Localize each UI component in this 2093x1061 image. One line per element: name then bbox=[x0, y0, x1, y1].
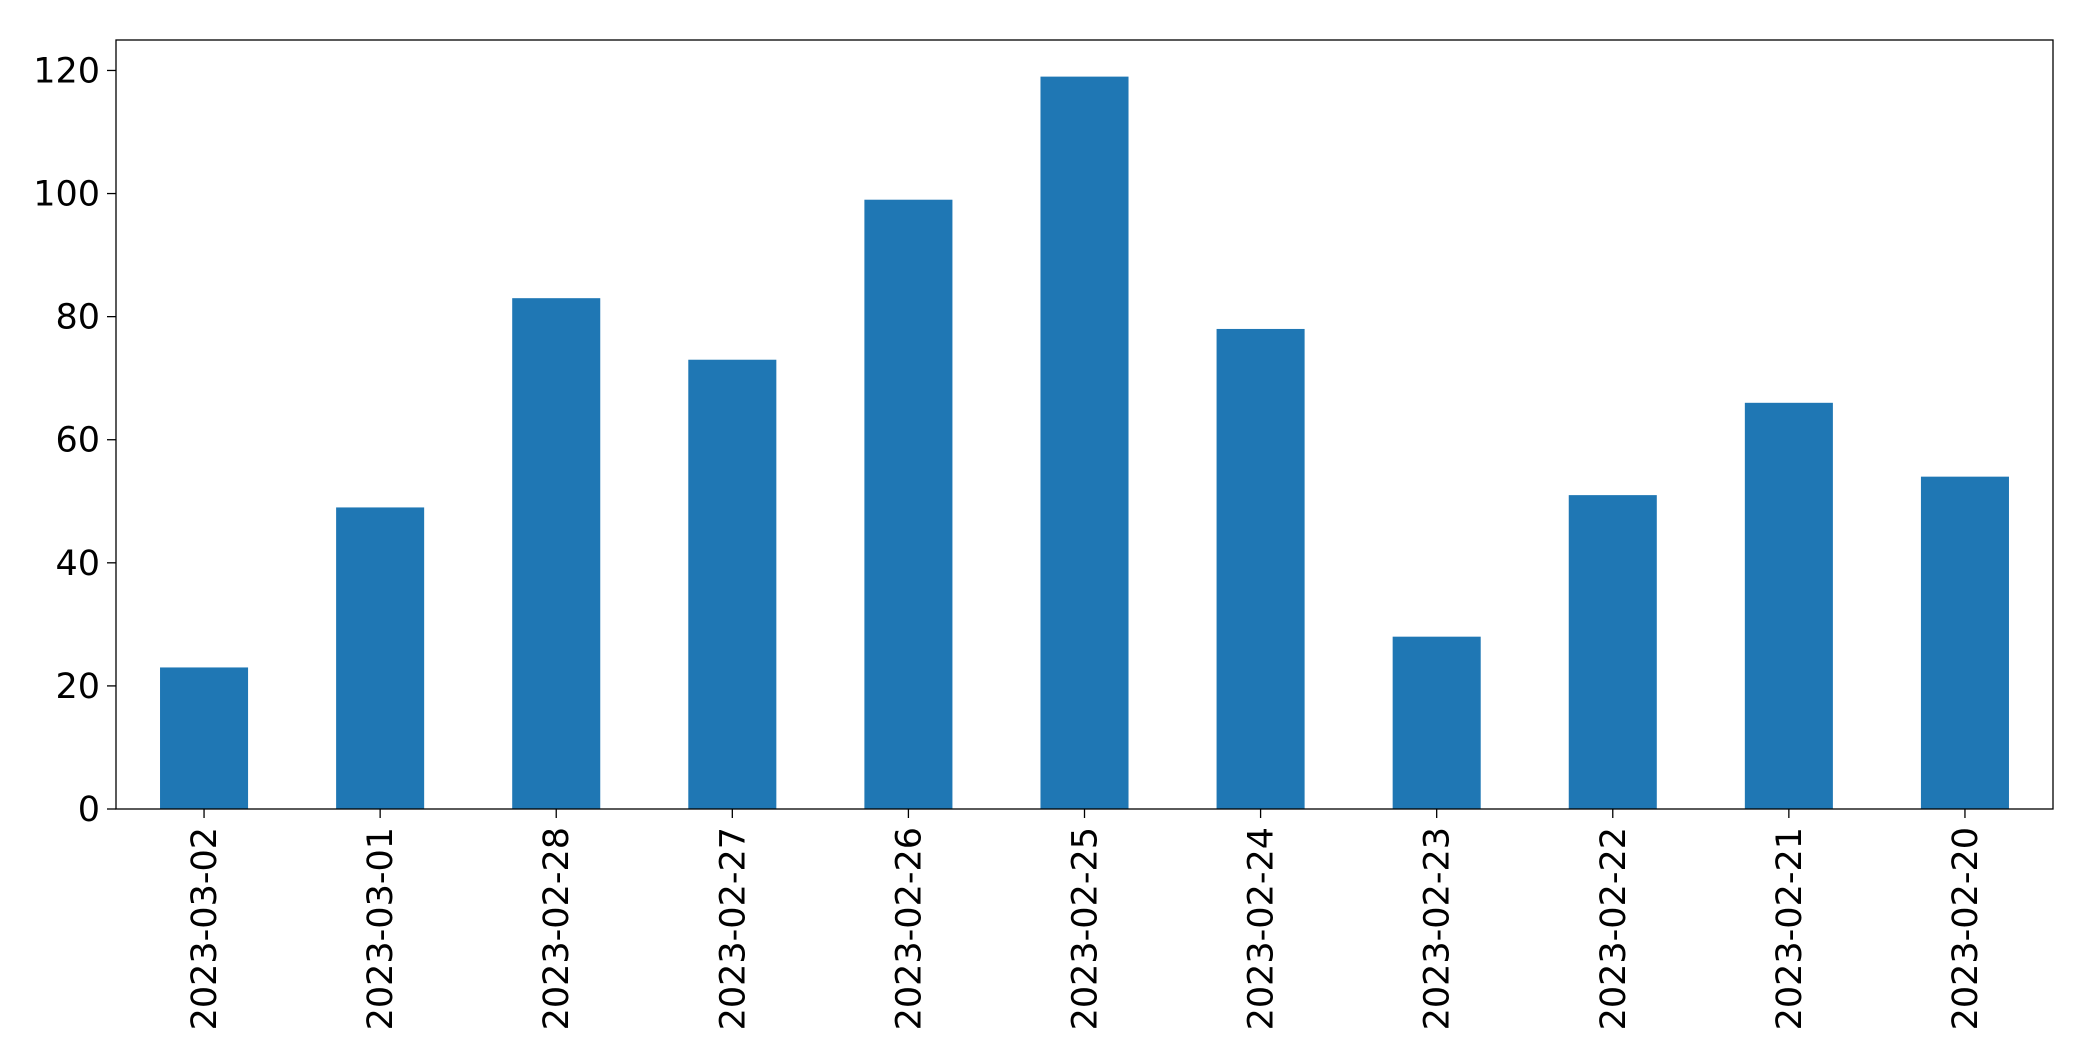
y-tick-label: 120 bbox=[33, 51, 100, 91]
x-tick-label: 2023-02-25 bbox=[1066, 827, 1106, 1030]
bar bbox=[864, 199, 953, 810]
x-tick-label: 2023-02-21 bbox=[1770, 827, 1810, 1030]
bar bbox=[688, 359, 777, 809]
bar bbox=[1392, 636, 1481, 809]
y-tick-label: 60 bbox=[55, 421, 100, 461]
x-tick-label: 2023-02-24 bbox=[1242, 827, 1282, 1030]
x-tick-label: 2023-02-28 bbox=[537, 827, 577, 1030]
x-tick-label: 2023-02-22 bbox=[1594, 827, 1634, 1030]
x-tick-label: 2023-03-01 bbox=[361, 827, 401, 1030]
x-tick-label: 2023-02-23 bbox=[1418, 827, 1458, 1030]
bar bbox=[1744, 402, 1833, 809]
plot-frame bbox=[115, 39, 2054, 810]
bar bbox=[1040, 76, 1129, 810]
x-tick-label: 2023-02-26 bbox=[889, 827, 929, 1030]
bar bbox=[1920, 476, 2009, 809]
x-tick-label: 2023-03-02 bbox=[185, 827, 225, 1030]
bar bbox=[336, 507, 425, 809]
y-tick-label: 40 bbox=[55, 544, 100, 584]
y-tick-label: 0 bbox=[78, 790, 100, 830]
y-tick-label: 80 bbox=[55, 298, 100, 338]
x-tick-label: 2023-02-20 bbox=[1946, 827, 1986, 1030]
y-tick-label: 100 bbox=[33, 175, 100, 215]
x-tick-label: 2023-02-27 bbox=[713, 827, 753, 1030]
bar bbox=[160, 667, 249, 809]
bar bbox=[512, 298, 601, 809]
y-tick-label: 20 bbox=[55, 667, 100, 707]
bar bbox=[1568, 495, 1657, 809]
bar bbox=[1216, 328, 1305, 809]
